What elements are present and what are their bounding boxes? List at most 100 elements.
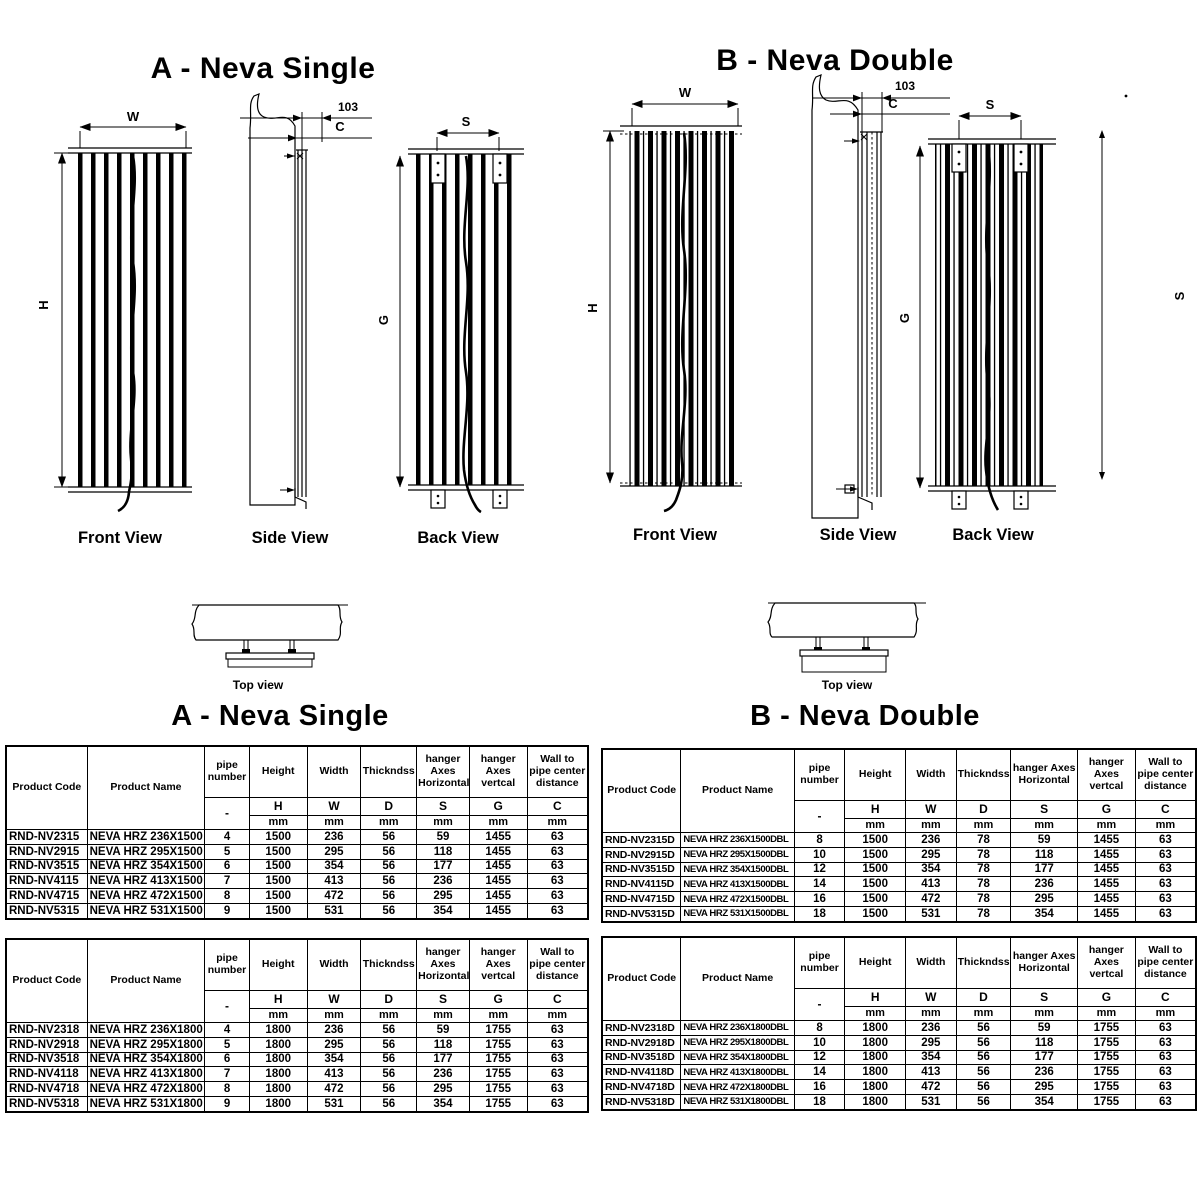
product-name-cell: NEVA HRZ 354X1800 [86, 1051, 206, 1068]
value-cell: 63 [526, 1022, 589, 1038]
table-row: RND-NV2918 NEVA HRZ 295X1800 5 1800 295 56 118… [5, 1036, 589, 1053]
brick-wall-strip [191, 604, 343, 641]
product-name-cell: NEVA HRZ 236X1500 [86, 829, 206, 845]
sub-header-letter: H [844, 988, 907, 1007]
value-cell: 59 [1010, 832, 1079, 848]
value-cell: 236 [1010, 876, 1079, 893]
sub-header-letter: D [955, 988, 1012, 1007]
mounting-plate [799, 649, 889, 657]
thermostat-cable [663, 132, 688, 513]
value-cell: 1800 [844, 1079, 907, 1095]
unit-label: mm [526, 815, 589, 830]
value-cell: 9 [204, 1095, 250, 1113]
value-cell: 531 [905, 905, 957, 923]
value-cell: 6 [204, 1051, 250, 1068]
value-cell: 78 [955, 905, 1012, 923]
value-cell: 531 [306, 902, 362, 920]
value-cell: 1455 [1077, 905, 1136, 923]
col-header: Thickndss [955, 936, 1012, 989]
value-cell: 413 [905, 1064, 957, 1081]
col-header: Width [306, 938, 362, 991]
product-code-cell: RND-NV3518 [5, 1051, 88, 1068]
value-cell: 1755 [468, 1066, 528, 1083]
product-code-cell: RND-NV5315D [601, 905, 682, 923]
top-view-label: Top view [233, 678, 284, 692]
value-cell: 1500 [844, 891, 907, 907]
value-cell: 177 [1010, 1049, 1079, 1066]
value-cell: 1755 [468, 1095, 528, 1113]
value-cell: 1455 [468, 888, 528, 904]
value-cell: 1800 [248, 1051, 308, 1068]
unit-label: mm [416, 1008, 470, 1023]
value-cell: 56 [955, 1079, 1012, 1095]
value-cell: 63 [1134, 832, 1197, 848]
table-row: RND-NV4718 NEVA HRZ 472X1800 8 1800 472 56 295… [5, 1081, 589, 1097]
value-cell: 63 [1134, 1049, 1197, 1066]
value-cell: 1755 [1077, 1064, 1136, 1081]
product-code-cell: RND-NV4715 [5, 888, 88, 904]
value-cell: 63 [1134, 905, 1197, 923]
value-cell: 295 [416, 1081, 470, 1097]
foot-bracket [492, 489, 508, 509]
value-cell: 56 [360, 1066, 418, 1083]
value-cell: 56 [360, 902, 418, 920]
value-cell: 63 [1134, 876, 1197, 893]
value-cell: 56 [360, 843, 418, 860]
value-cell: 56 [360, 858, 418, 875]
value-cell: 63 [526, 1066, 589, 1083]
product-name-cell: NEVA HRZ 354X1500DBL [680, 861, 795, 878]
value-cell: 7 [204, 873, 250, 890]
value-cell: 18 [793, 905, 846, 923]
value-cell: 56 [955, 1020, 1012, 1036]
col-header: hanger Axes vertcal [1077, 748, 1136, 801]
col-header-product-code: Product Code [601, 748, 682, 833]
brick-wall-strip [767, 602, 919, 638]
table-row: RND-NV3518 NEVA HRZ 354X1800 6 1800 354 56 177… [5, 1051, 589, 1068]
table-row: RND-NV2318 NEVA HRZ 236X1800 4 1800 236 56 59 1… [5, 1022, 589, 1038]
sub-header-dash: - [793, 800, 846, 833]
col-header: hanger Axes vertcal [1077, 936, 1136, 989]
value-cell: 1755 [1077, 1034, 1136, 1051]
value-cell: 1755 [1077, 1079, 1136, 1095]
col-header: Height [844, 936, 907, 989]
value-cell: 56 [360, 829, 418, 845]
col-header: pipe number [793, 936, 846, 989]
value-cell: 413 [306, 1066, 362, 1083]
unit-label: mm [844, 818, 907, 833]
value-cell: 118 [1010, 1034, 1079, 1051]
col-header: hanger Axes Horizontal [416, 745, 470, 798]
value-cell: 531 [905, 1093, 957, 1111]
value-cell: 8 [793, 1020, 846, 1036]
thermostat-cable [462, 155, 482, 514]
unit-label: mm [526, 1008, 589, 1023]
technical-drawings: W H 103 C [36, 74, 1187, 692]
sub-header-dash: - [204, 797, 250, 830]
col-header: hanger Axes vertcal [468, 938, 528, 991]
product-code-cell: RND-NV3518D [601, 1049, 682, 1066]
value-cell: 56 [955, 1034, 1012, 1051]
product-code-cell: RND-NV4715D [601, 891, 682, 907]
value-cell: 295 [306, 1036, 362, 1053]
value-cell: 56 [955, 1064, 1012, 1081]
unit-label: mm [248, 815, 308, 830]
value-cell: 78 [955, 846, 1012, 863]
value-cell: 354 [905, 1049, 957, 1066]
value-cell: 1800 [248, 1036, 308, 1053]
unit-label: mm [1134, 1006, 1197, 1021]
top-view-label: Top view [822, 678, 873, 692]
value-cell: 1800 [844, 1064, 907, 1081]
sub-header-letter: H [844, 800, 907, 819]
dim-label-h: H [36, 300, 51, 309]
unit-label: mm [360, 815, 418, 830]
value-cell: 63 [1134, 846, 1197, 863]
value-cell: 14 [793, 1064, 846, 1081]
neva-single-1500-table: Product Code Product Name pipe number Heigh… [5, 745, 589, 920]
unit-label: mm [306, 1008, 362, 1023]
value-cell: 1800 [248, 1022, 308, 1038]
product-name-cell: NEVA HRZ 295X1800DBL [680, 1034, 795, 1051]
product-code-cell: RND-NV4115D [601, 876, 682, 893]
back-view-label: Back View [417, 529, 498, 547]
sub-header-letter: G [1077, 988, 1136, 1007]
product-name-cell: NEVA HRZ 472X1500 [86, 888, 206, 904]
value-cell: 59 [416, 1022, 470, 1038]
